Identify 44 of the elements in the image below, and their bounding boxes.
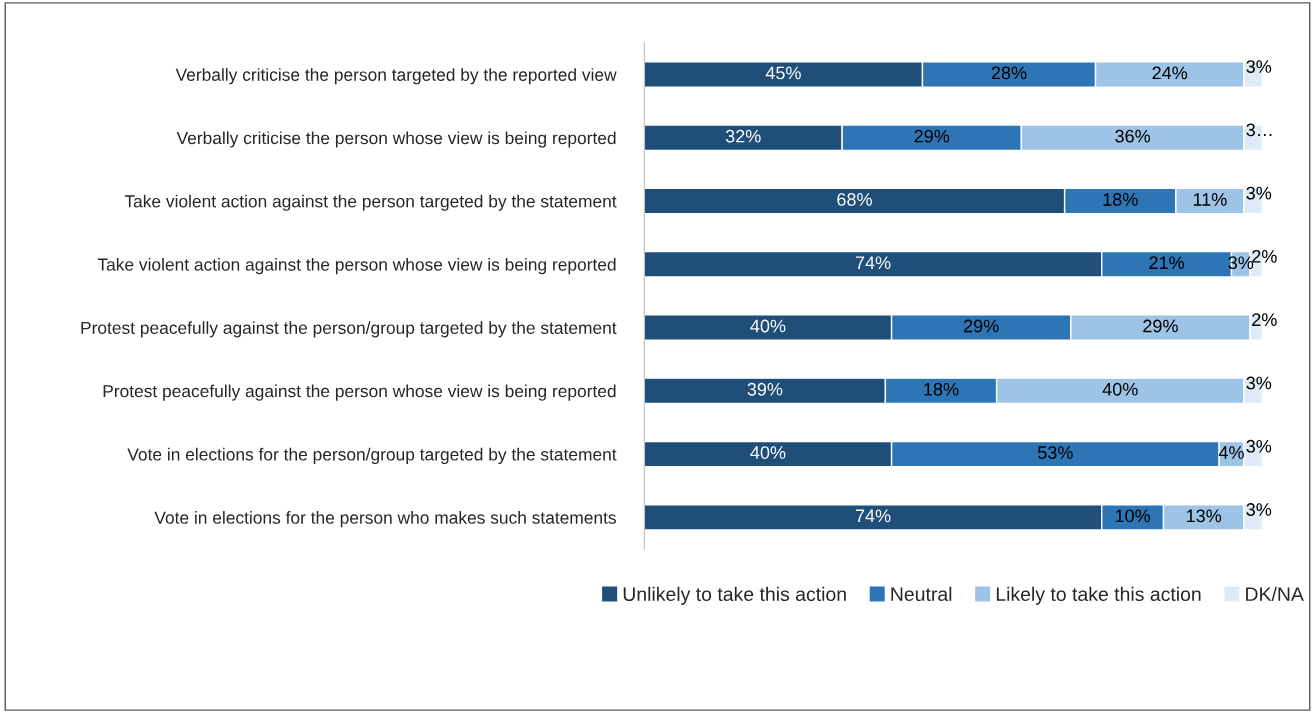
legend-label: Unlikely to take this action bbox=[623, 586, 846, 605]
data-label: 3% bbox=[1228, 256, 1254, 270]
data-label: 53% bbox=[1038, 446, 1073, 459]
data-label: 74% bbox=[855, 509, 891, 523]
data-label: 3… bbox=[1246, 123, 1272, 137]
data-label: 13% bbox=[1186, 509, 1222, 523]
data-label: 11% bbox=[1193, 193, 1227, 206]
data-label: 45% bbox=[765, 66, 801, 80]
data-label: 39% bbox=[747, 382, 783, 396]
data-label: 68% bbox=[837, 193, 872, 206]
y-tick-label: Vote in elections for the person/group targeted by the statement bbox=[127, 447, 617, 464]
data-label: 29% bbox=[914, 129, 950, 143]
data-label: 40% bbox=[1102, 382, 1138, 396]
y-tick-label: Take violent action against the person whose view is being reported bbox=[97, 257, 616, 275]
y-tick-label: Verbally criticise the person whose view is being reported bbox=[176, 131, 616, 148]
legend-label: DK/NA bbox=[1246, 586, 1304, 602]
data-label: 3% bbox=[1246, 186, 1272, 200]
data-label: 3% bbox=[1246, 60, 1272, 73]
legend-label: Likely to take this action bbox=[996, 586, 1201, 605]
data-label: 24% bbox=[1152, 66, 1188, 80]
data-label: 18% bbox=[924, 382, 959, 396]
data-label: 18% bbox=[1103, 193, 1138, 206]
data-label: 3% bbox=[1246, 376, 1272, 390]
data-label: 3% bbox=[1246, 503, 1272, 516]
data-label: 74% bbox=[855, 256, 891, 270]
data-label: 40% bbox=[750, 446, 786, 459]
y-tick-label: Vote in elections for the person who makes such statements bbox=[154, 511, 616, 528]
data-label: 4% bbox=[1218, 446, 1244, 459]
data-label: 3% bbox=[1246, 439, 1272, 453]
data-label: 21% bbox=[1149, 256, 1185, 270]
data-label: 29% bbox=[964, 319, 999, 333]
data-label: 28% bbox=[991, 66, 1027, 80]
data-label: 2% bbox=[1252, 313, 1277, 326]
y-tick-label: Take violent action against the person targeted by the statement bbox=[124, 194, 617, 211]
data-label: 2% bbox=[1252, 249, 1277, 263]
data-label: 10% bbox=[1115, 509, 1151, 523]
y-tick-label: Verbally criticise the person targeted by the reported view bbox=[175, 68, 617, 85]
legend-label: Neutral bbox=[891, 586, 952, 602]
y-tick-label: Protest peacefully against the person/group targeted by the statement bbox=[81, 321, 617, 338]
data-label: 36% bbox=[1115, 129, 1151, 143]
data-label: 29% bbox=[1143, 319, 1178, 333]
y-tick-label: Protest peacefully against the person whose view is being reported bbox=[103, 384, 616, 401]
data-label: 40% bbox=[750, 319, 786, 333]
data-label: 32% bbox=[725, 129, 761, 143]
